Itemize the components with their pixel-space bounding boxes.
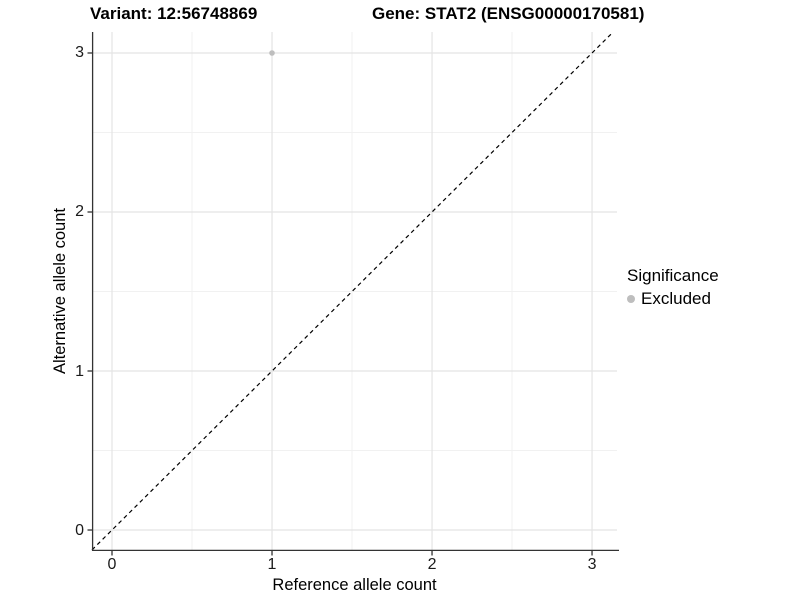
y-axis-title-text: Alternative allele count xyxy=(50,208,69,375)
legend-title: Significance xyxy=(627,266,719,285)
plot-area xyxy=(87,31,619,556)
x-tick-label: 1 xyxy=(267,556,277,573)
y-tick-label: 1 xyxy=(75,362,84,380)
y-tick-label: 3 xyxy=(75,44,84,62)
y-tick-label: 0 xyxy=(75,521,84,539)
x-axis-title: Reference allele count xyxy=(272,576,437,594)
identity-reference-line xyxy=(91,31,614,551)
plot-panel xyxy=(87,31,619,556)
x-tick-label: 2 xyxy=(427,556,437,573)
x-tick-label: 3 xyxy=(587,556,597,573)
legend-item-label: Excluded xyxy=(641,289,711,308)
legend: Significance Excluded xyxy=(627,266,719,309)
y-axis-title: Alternative allele count xyxy=(48,32,72,551)
data-point xyxy=(269,50,275,56)
gene-title: Gene: STAT2 (ENSG00000170581) xyxy=(372,4,645,23)
x-tick-label: 0 xyxy=(107,556,117,573)
y-tick-label: 2 xyxy=(75,203,84,221)
excluded-point-icon xyxy=(627,295,635,303)
variant-title: Variant: 12:56748869 xyxy=(90,4,258,23)
legend-item-excluded: Excluded xyxy=(627,289,719,309)
